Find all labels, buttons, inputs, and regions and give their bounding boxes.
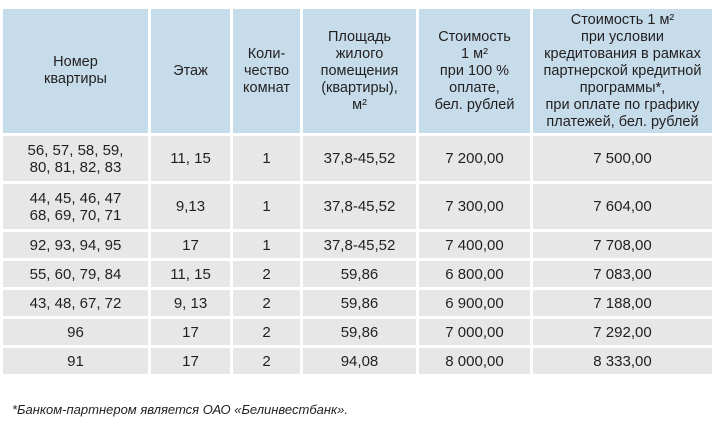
header-cell: Номер квартиры [0,6,151,136]
header-cell: Стоимость 1 м² при условии кредитования … [530,6,715,136]
table-cell: 1 [230,229,303,261]
table-cell: 7 292,00 [530,316,715,348]
table-cell: 59,86 [300,258,419,290]
table-cell: 37,8-45,52 [300,181,419,232]
table-cell: 2 [230,258,303,290]
header-cell: Этаж [148,6,233,136]
table-cell: 17 [148,316,233,348]
price-table: Номер квартиры Этаж Коли- чество комнат Пло… [0,6,715,377]
table-cell: 37,8-45,52 [300,229,419,261]
table-cell: 7 300,00 [416,181,533,232]
table-cell: 56, 57, 58, 59, 80, 81, 82, 83 [0,133,151,184]
table-row: 56, 57, 58, 59, 80, 81, 82, 83 11, 15 1 37,… [0,133,715,184]
table-cell: 92, 93, 94, 95 [0,229,151,261]
table-row: 92, 93, 94, 95 17 1 37,8-45,52 7 400,00 7 708… [0,229,715,261]
table-cell: 55, 60, 79, 84 [0,258,151,290]
table-cell: 2 [230,345,303,377]
table-cell: 59,86 [300,316,419,348]
table-cell: 37,8-45,52 [300,133,419,184]
table-row: 44, 45, 46, 47 68, 69, 70, 71 9,13 1 37,8-4… [0,181,715,232]
table-row: 43, 48, 67, 72 9, 13 2 59,86 6 900,00 7 188,0… [0,287,715,319]
table-cell: 7 200,00 [416,133,533,184]
header-row: Номер квартиры Этаж Коли- чество комнат Пло… [0,6,715,136]
table-cell: 9,13 [148,181,233,232]
table-cell: 8 333,00 [530,345,715,377]
table-cell: 7 604,00 [530,181,715,232]
table-cell: 7 500,00 [530,133,715,184]
table-cell: 96 [0,316,151,348]
header-cell: Площадь жилого помещения (квартиры), м² [300,6,419,136]
table-cell: 1 [230,133,303,184]
table-cell: 6 900,00 [416,287,533,319]
table-cell: 2 [230,316,303,348]
table-cell: 2 [230,287,303,319]
table-cell: 6 800,00 [416,258,533,290]
table-cell: 7 083,00 [530,258,715,290]
table-cell: 7 400,00 [416,229,533,261]
table-row: 96 17 2 59,86 7 000,00 7 292,00 [0,316,715,348]
table-cell: 17 [148,345,233,377]
table-cell: 44, 45, 46, 47 68, 69, 70, 71 [0,181,151,232]
table-cell: 7 000,00 [416,316,533,348]
header-cell: Стоимость 1 м² при 100 % оплате, бел. ру… [416,6,533,136]
table-cell: 91 [0,345,151,377]
table-body: 56, 57, 58, 59, 80, 81, 82, 83 11, 15 1 37,… [0,133,715,377]
table-row: 55, 60, 79, 84 11, 15 2 59,86 6 800,00 7 083,… [0,258,715,290]
table-row: 91 17 2 94,08 8 000,00 8 333,00 [0,345,715,377]
footnote: *Банком-партнером является ОАО «Белинвес… [12,402,349,417]
table-cell: 43, 48, 67, 72 [0,287,151,319]
table-cell: 8 000,00 [416,345,533,377]
table-cell: 59,86 [300,287,419,319]
table-cell: 94,08 [300,345,419,377]
table-cell: 7 188,00 [530,287,715,319]
table-cell: 9, 13 [148,287,233,319]
table-cell: 11, 15 [148,258,233,290]
table-cell: 17 [148,229,233,261]
table-cell: 1 [230,181,303,232]
table-cell: 11, 15 [148,133,233,184]
table-cell: 7 708,00 [530,229,715,261]
header-cell: Коли- чество комнат [230,6,303,136]
